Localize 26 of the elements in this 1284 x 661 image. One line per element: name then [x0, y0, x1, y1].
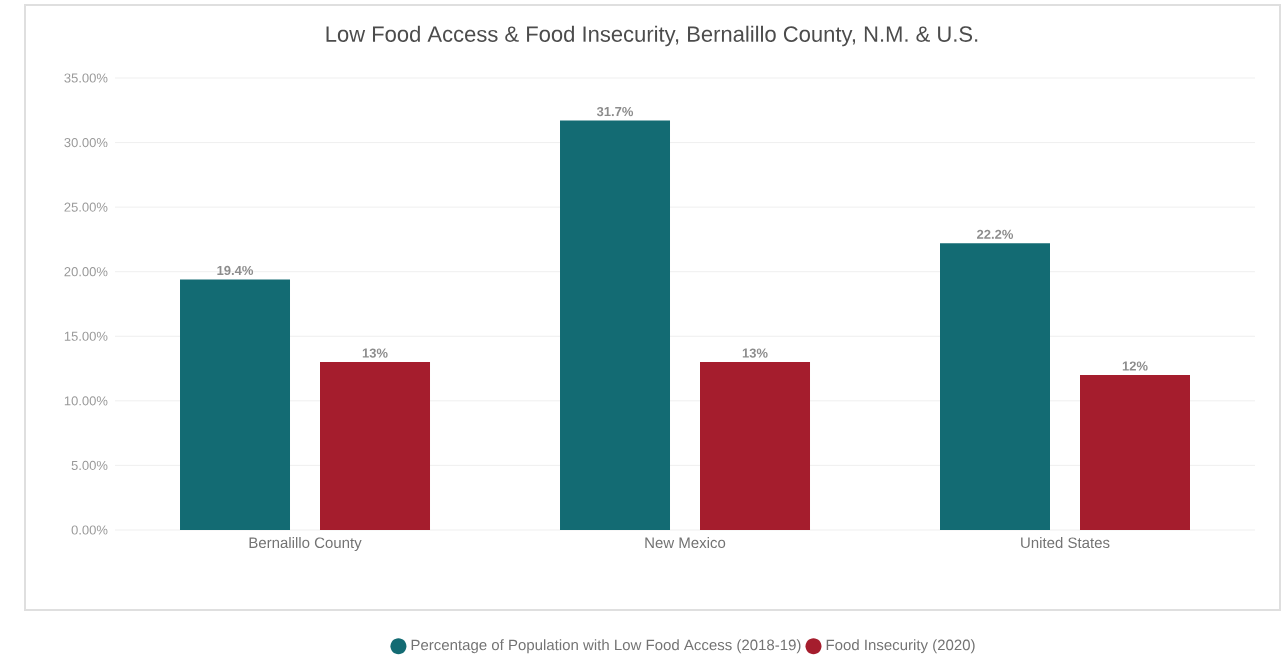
bar	[700, 362, 811, 530]
data-label: 19.4%	[217, 265, 254, 276]
y-tick-label: 25.00%	[64, 202, 108, 212]
y-tick-label: 15.00%	[64, 331, 108, 341]
data-label: 13%	[742, 348, 768, 358]
y-tick-label: 0.00%	[71, 525, 108, 535]
y-tick-label: 30.00%	[64, 137, 108, 148]
x-tick-label: United States	[1021, 537, 1110, 549]
bar	[560, 120, 670, 530]
data-label: 31.7%	[596, 106, 634, 117]
y-tick-label: 10.00%	[64, 396, 108, 406]
bar	[1080, 374, 1190, 530]
legend-label: Percentage of Population with Low Food Access (2018-19)	[411, 639, 801, 654]
y-tick-label: 5.00%	[71, 460, 108, 470]
chart-title: Low Food Access & Food Insecurity, Bernalillo County, N.M. & U.S.	[326, 25, 978, 47]
y-tick-label: 35.00%	[64, 73, 108, 83]
x-tick-label: New Mexico	[645, 537, 726, 549]
data-label: 22.2%	[977, 229, 1014, 239]
bar	[180, 279, 291, 530]
bar	[320, 362, 431, 530]
y-tick-label: 20.00%	[64, 267, 108, 277]
x-tick-label: Bernalillo County	[249, 537, 362, 551]
bar	[940, 243, 1050, 530]
legend-label: Food Insecurity (2020)	[826, 639, 975, 654]
data-label: 12%	[1122, 361, 1148, 371]
data-label: 13%	[362, 348, 388, 358]
